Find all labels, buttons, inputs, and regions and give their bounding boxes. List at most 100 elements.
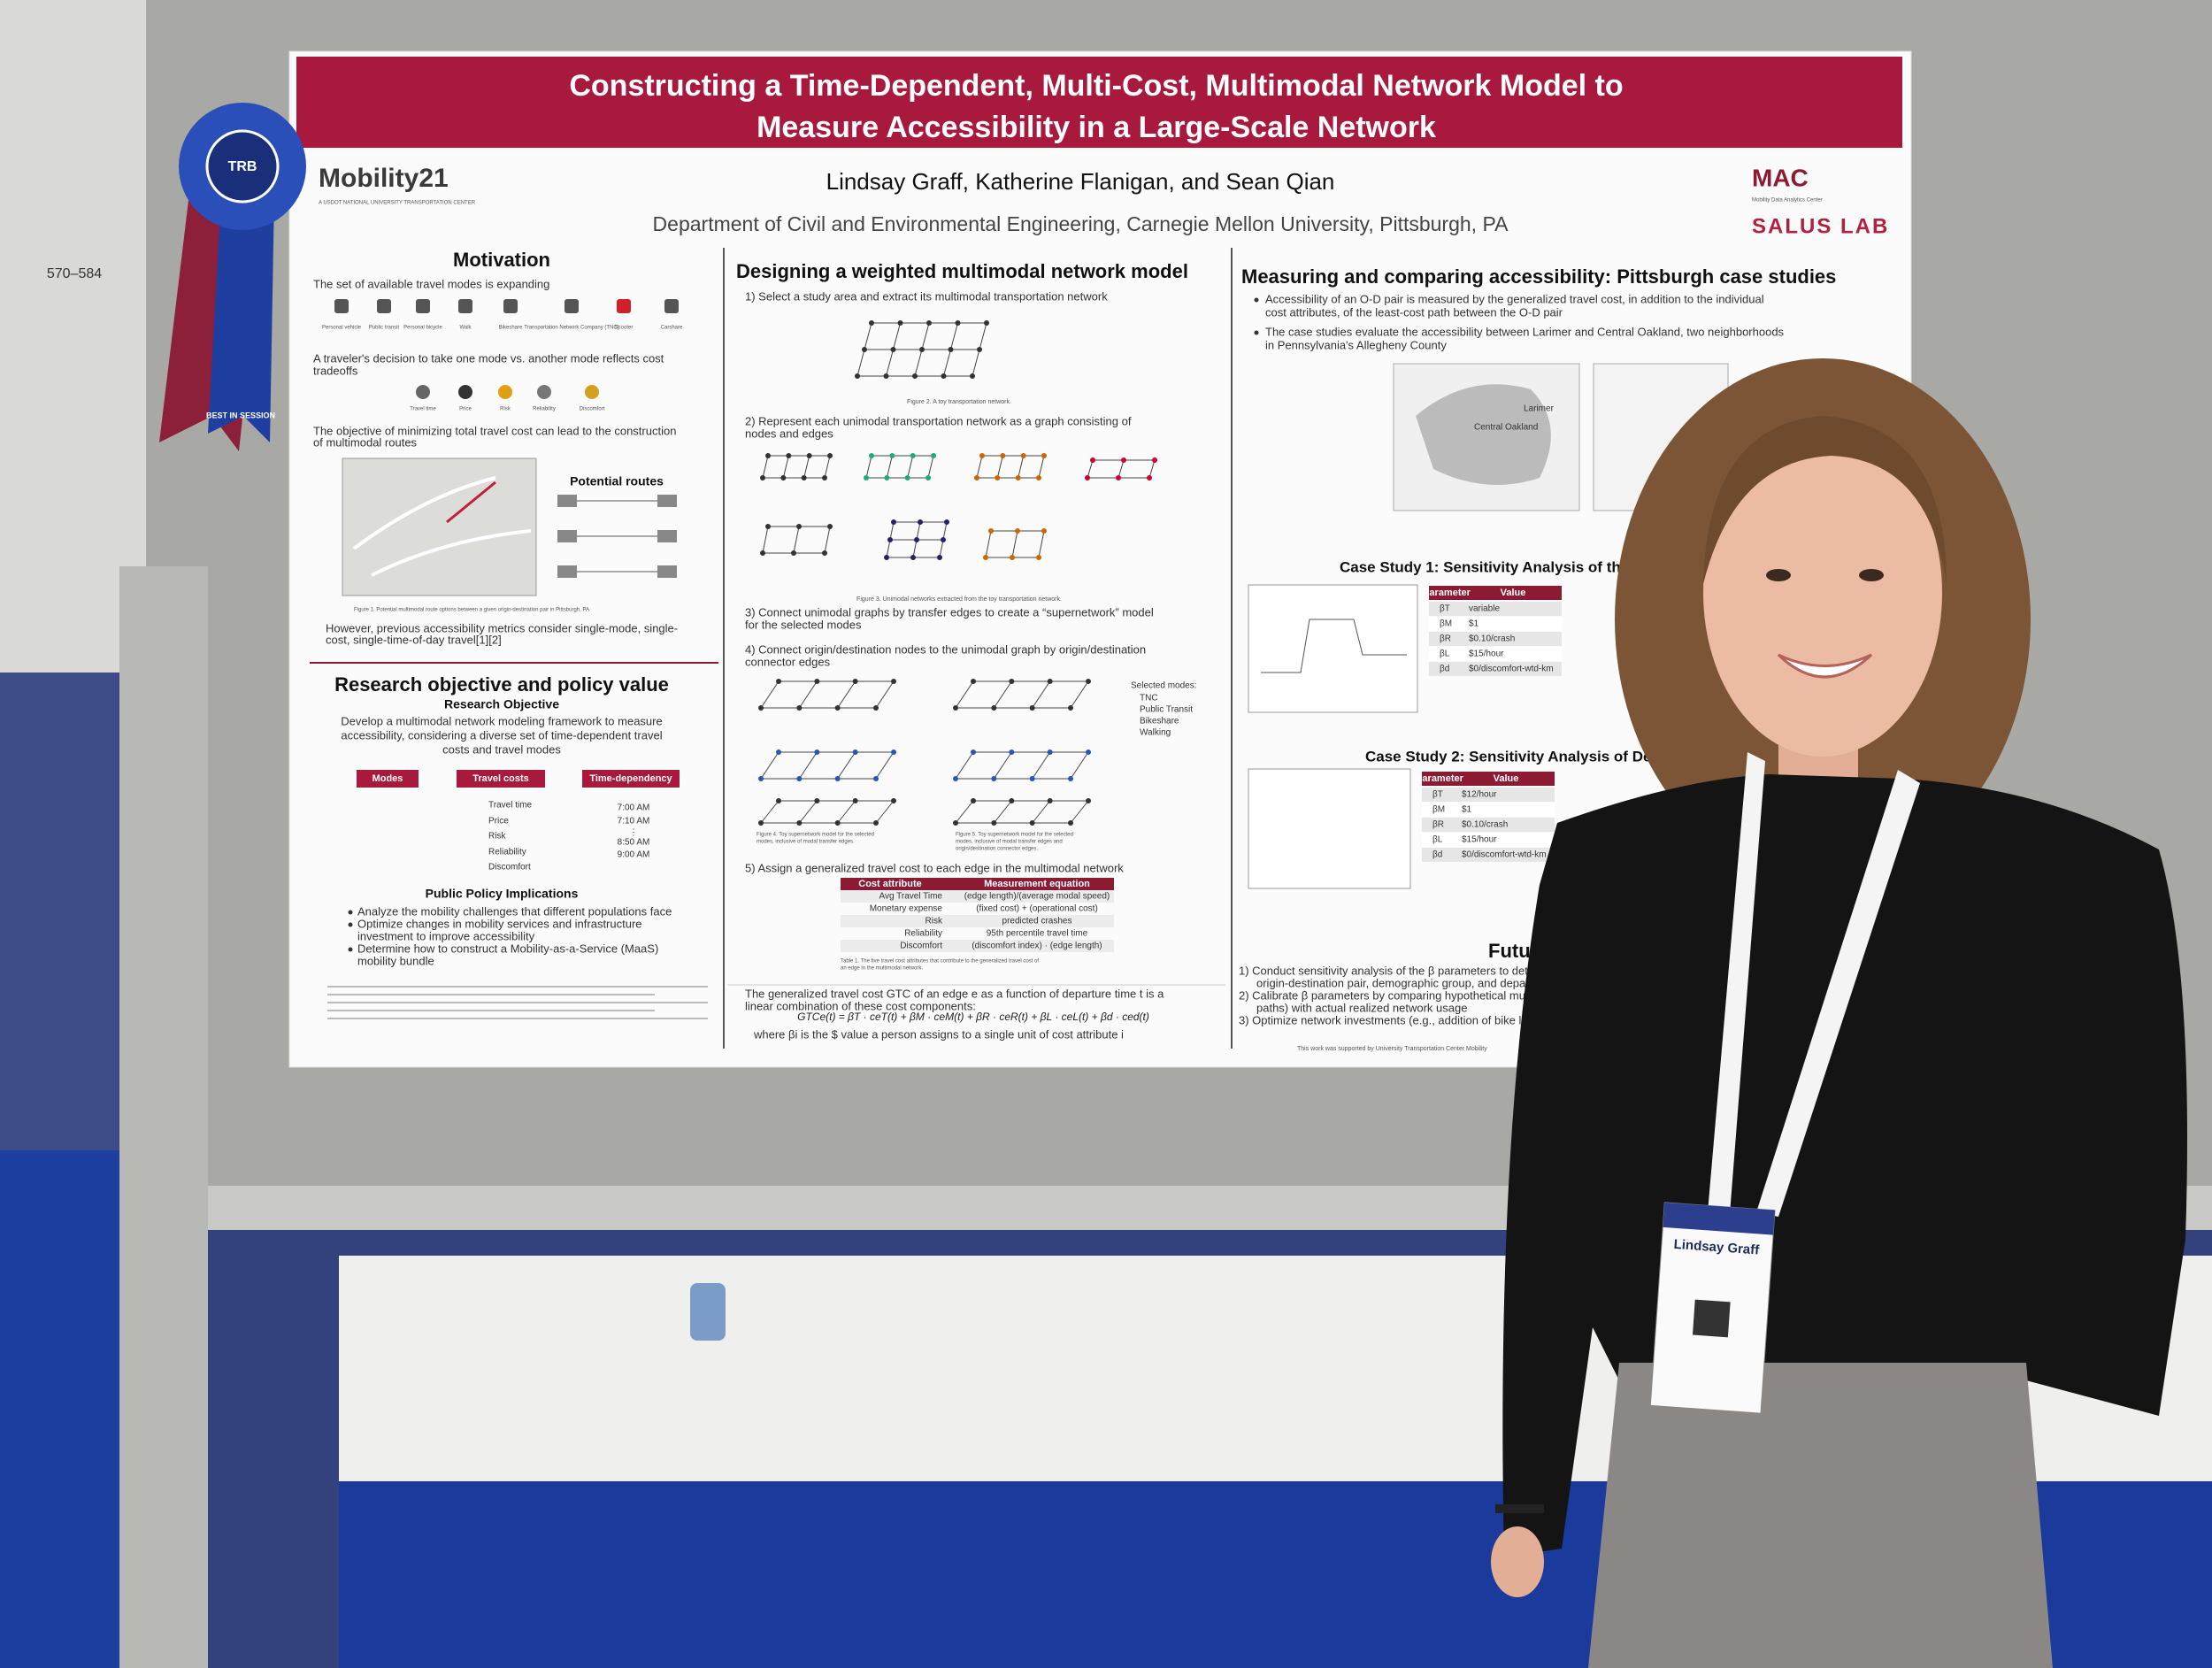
graph-edge	[1070, 751, 1089, 780]
graph-edge	[950, 322, 958, 350]
graph-edge	[837, 800, 856, 824]
graph-node	[814, 749, 820, 755]
graph-node	[796, 524, 802, 529]
ribbon-label: TRB	[228, 159, 257, 174]
graph-edge	[1011, 530, 1018, 558]
table-row	[841, 890, 1114, 903]
poster-header	[296, 57, 1902, 148]
graph-node	[991, 820, 997, 826]
graph-node	[884, 555, 889, 560]
table-cell: Discomfort	[488, 863, 531, 872]
affiliation: Department of Civil and Environmental En…	[653, 212, 1509, 235]
graph-edge	[837, 751, 856, 780]
section-heading: Measuring and comparing accessibility: P…	[1241, 265, 1836, 288]
table-cell: $12/hour	[1462, 790, 1497, 800]
badge-name: Lindsay Graff	[1673, 1237, 1761, 1258]
table-row	[1429, 617, 1562, 631]
paragraph: where βi is the $ value a person assigns…	[753, 1027, 1124, 1041]
graph-node	[1047, 798, 1053, 803]
figure-caption: Figure 2. A toy transportation network.	[907, 399, 1011, 405]
eye	[1766, 569, 1791, 581]
graph-node	[760, 475, 765, 480]
graph-edge	[762, 455, 769, 479]
paragraph: The objective of minimizing total travel…	[313, 424, 676, 437]
logo-subtitle: Mobility Data Analytics Center	[1752, 198, 1823, 204]
graph-node	[883, 373, 889, 379]
mode-label: Walk	[459, 326, 472, 331]
hand	[1491, 1526, 1544, 1597]
figure-caption: Figure 1. Potential multimodal route opt…	[354, 608, 589, 613]
graph-node	[1009, 798, 1015, 803]
graph-node	[758, 776, 764, 781]
graph-node	[984, 320, 989, 326]
graph-node	[1029, 705, 1035, 711]
list-item: Bikeshare	[1140, 717, 1179, 726]
graph-node	[1015, 528, 1020, 534]
table-header-cell	[582, 770, 680, 788]
table-header-row	[1429, 586, 1562, 600]
poster-title: Constructing a Time-Dependent, Multi-Cos…	[569, 69, 1623, 103]
table-cell: βM	[1440, 619, 1452, 629]
graph-node	[806, 453, 812, 458]
table-row	[1429, 602, 1562, 616]
graph-node	[1047, 679, 1053, 684]
graph-edge	[864, 322, 872, 350]
graph-node	[977, 347, 982, 352]
graph-node	[1147, 475, 1152, 480]
figure-caption: Figure 4. Toy supernetwork model for the…	[757, 833, 874, 838]
graph-node	[1036, 475, 1041, 480]
table-row	[841, 915, 1114, 927]
graph-node	[780, 475, 787, 480]
cost-icon	[416, 385, 430, 399]
graph-node	[991, 776, 997, 781]
graph-edge	[955, 680, 974, 709]
table-cell: $0.10/crash	[1469, 634, 1515, 644]
graph-edge	[886, 349, 894, 377]
table-header: Measurement equation	[984, 879, 1090, 889]
graph-node	[1086, 749, 1091, 755]
cost-label: Discomfort	[580, 407, 605, 412]
graph-node	[758, 820, 764, 826]
face	[1703, 429, 1942, 757]
graph-node	[852, 749, 858, 755]
wristband	[1495, 1504, 1544, 1513]
map-road	[352, 476, 532, 577]
mode-icon	[617, 299, 631, 313]
mode-label: Scooter	[615, 326, 634, 331]
graph-edge	[803, 455, 810, 479]
mode-icon	[664, 299, 679, 313]
mode-icon	[503, 299, 518, 313]
figure-caption: modes, inclusive of modal transfer edges…	[757, 840, 855, 845]
step: 2) Represent each unimodal transportatio…	[745, 414, 1132, 427]
bullet-text: Determine how to construct a Mobility-as…	[357, 942, 658, 955]
mode-label: Personal bicycle	[403, 326, 442, 331]
graph-node	[1116, 475, 1121, 480]
figure-caption: modes, inclusive of modal transfer edges…	[956, 840, 1063, 845]
figure-caption: Figure 5. Toy supernetwork model for the…	[956, 833, 1073, 838]
table-cell: Risk	[488, 832, 506, 842]
table-header: Parameter	[1416, 773, 1464, 784]
table-cell: Travel time	[488, 801, 533, 811]
graph-edge	[942, 521, 948, 541]
graph-node	[796, 820, 803, 826]
ribbon-tail	[208, 195, 274, 442]
graph-node	[855, 373, 860, 379]
graph-node	[1047, 749, 1053, 755]
logo: Mobility21	[319, 164, 449, 193]
ribbon: TRB BEST IN SESSION	[159, 103, 306, 451]
graph-node	[953, 820, 958, 826]
graph-edge	[955, 800, 974, 824]
rosette-center	[205, 129, 280, 204]
subheading: Case Study 1: Sensitivity Analysis of th…	[1340, 558, 1672, 575]
graph-node	[891, 749, 896, 755]
formula: GTCe(t) = βT · ceT(t) + βM · ceM(t) + βR…	[797, 1011, 1149, 1023]
table-caption: an edge in the multimodal network.	[841, 966, 923, 972]
graph-node	[765, 524, 771, 529]
graph-node	[991, 705, 997, 711]
mode-icon	[377, 299, 391, 313]
graph-node	[971, 679, 976, 684]
list-item: Public Transit	[1140, 705, 1193, 715]
graph-node	[873, 820, 879, 826]
graph-node	[814, 798, 820, 803]
graph-node	[971, 798, 976, 803]
